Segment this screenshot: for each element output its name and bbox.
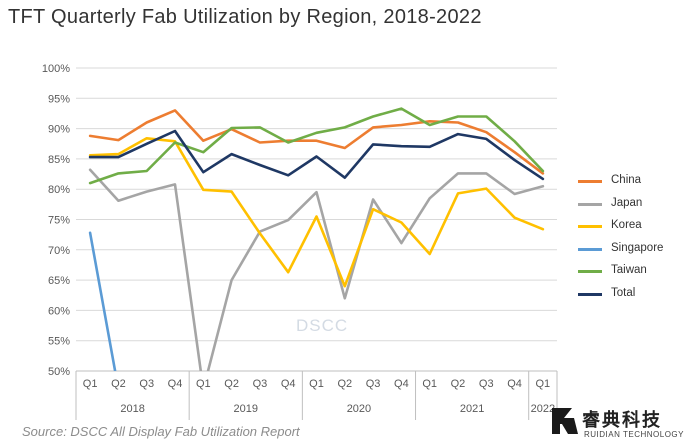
legend-swatch — [578, 247, 602, 251]
x-year-label: 2021 — [460, 403, 484, 415]
y-tick-label: 85% — [48, 154, 70, 166]
x-tick-label: Q1 — [536, 378, 551, 390]
y-tick-label: 50% — [48, 366, 70, 378]
y-tick-label: 70% — [48, 245, 70, 257]
y-tick-label: 75% — [48, 215, 70, 227]
y-tick-label: 95% — [48, 93, 70, 105]
y-tick-label: 60% — [48, 305, 70, 317]
y-tick-label: 90% — [48, 124, 70, 136]
legend-swatch — [578, 292, 602, 296]
legend-swatch — [578, 202, 602, 206]
x-year-label: 2022 — [531, 403, 555, 415]
legend-swatch — [578, 180, 602, 183]
x-year-label: 2019 — [234, 403, 258, 415]
x-tick-label: Q3 — [479, 378, 494, 390]
x-tick-label: Q4 — [281, 378, 296, 390]
y-tick-label: 100% — [42, 63, 70, 75]
x-tick-label: Q2 — [224, 378, 239, 390]
legend-label: Japan — [611, 196, 643, 209]
series-line-china — [88, 109, 545, 175]
watermark: DSCC — [296, 316, 349, 335]
x-tick-label: Q4 — [394, 378, 409, 390]
source-note: Source: DSCC All Display Fab Utilization… — [22, 424, 300, 439]
x-tick-label: Q1 — [196, 378, 211, 390]
series-line-korea — [88, 137, 545, 288]
x-year-label: 2020 — [347, 403, 371, 415]
x-tick-label: Q2 — [451, 378, 466, 390]
y-tick-label: 65% — [48, 275, 70, 287]
logo-text-en: RUIDIAN TECHNOLOGY — [584, 430, 684, 439]
legend-label: Singapore — [611, 241, 664, 254]
y-tick-label: 80% — [48, 184, 70, 196]
series-line-japan — [88, 168, 545, 371]
series-line-taiwan — [88, 107, 545, 185]
x-year-label: 2018 — [120, 403, 144, 415]
legend-label: Taiwan — [611, 264, 647, 277]
x-tick-label: Q3 — [366, 378, 381, 390]
legend-label: Korea — [611, 219, 642, 232]
series-line-total — [88, 129, 545, 181]
x-tick-label: Q3 — [139, 378, 154, 390]
x-tick-label: Q3 — [253, 378, 268, 390]
y-tick-label: 55% — [48, 336, 70, 348]
legend-label: Total — [611, 286, 636, 299]
x-tick-label: Q4 — [168, 378, 183, 390]
ruidian-logo-icon — [552, 408, 578, 434]
company-logo: 睿典科技 RUIDIAN TECHNOLOGY — [548, 402, 686, 446]
x-tick-label: Q1 — [83, 378, 98, 390]
x-tick-label: Q1 — [422, 378, 437, 390]
legend-swatch — [578, 270, 602, 274]
series-line-singapore — [88, 231, 117, 371]
x-tick-label: Q2 — [111, 378, 126, 390]
chart-title: TFT Quarterly Fab Utilization by Region,… — [8, 6, 482, 28]
x-tick-label: Q4 — [507, 378, 522, 390]
legend-swatch — [578, 225, 602, 229]
legend-label: China — [611, 174, 642, 186]
logo-text-cn: 睿典科技 — [582, 410, 662, 431]
x-tick-label: Q2 — [337, 378, 352, 390]
x-tick-label: Q1 — [309, 378, 324, 390]
